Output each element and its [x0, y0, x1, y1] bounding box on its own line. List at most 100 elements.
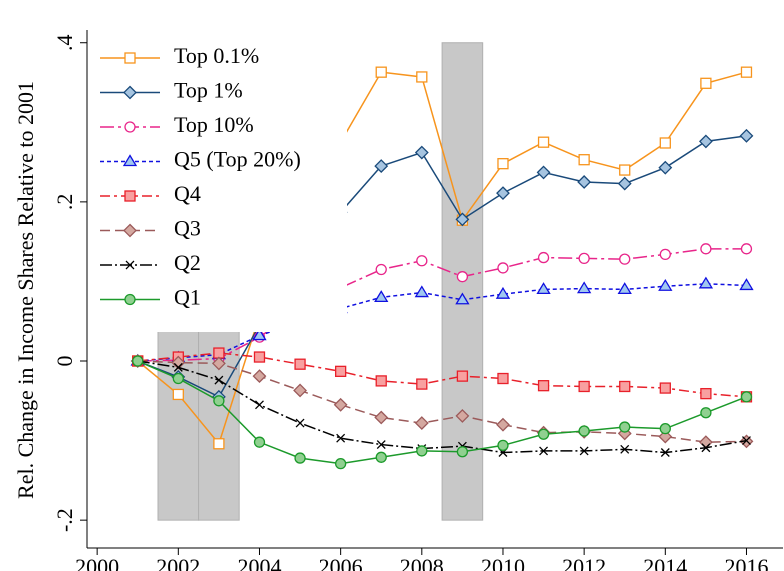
marker — [455, 408, 470, 423]
marker — [577, 175, 592, 189]
series-line — [137, 352, 747, 398]
marker — [295, 418, 305, 428]
legend-label: Q3 — [174, 216, 201, 241]
marker — [576, 281, 592, 294]
marker — [125, 260, 135, 270]
series-line — [137, 283, 747, 362]
marker — [619, 421, 631, 433]
marker — [253, 436, 266, 448]
marker — [739, 278, 754, 291]
marker — [255, 400, 264, 410]
marker — [132, 355, 144, 367]
legend-label: Q5 (Top 20%) — [174, 147, 301, 172]
marker — [496, 417, 510, 432]
marker — [456, 271, 469, 283]
marker — [375, 451, 387, 463]
marker — [536, 165, 551, 180]
y-tick-label: .2 — [52, 194, 77, 211]
marker — [537, 251, 550, 264]
legend-label: Top 0.1% — [174, 43, 259, 68]
marker — [414, 145, 429, 160]
marker — [698, 276, 714, 289]
marker — [124, 52, 136, 64]
marker — [213, 395, 225, 407]
marker — [336, 433, 346, 443]
marker — [124, 190, 136, 202]
marker — [537, 380, 550, 392]
x-tick-label: 2000 — [75, 554, 119, 571]
legend-box — [95, 38, 347, 332]
marker — [579, 446, 589, 456]
marker — [698, 134, 713, 149]
marker — [740, 391, 753, 403]
y-tick-label: -.2 — [52, 508, 77, 532]
marker — [660, 448, 670, 457]
marker — [416, 71, 428, 83]
marker — [578, 252, 590, 265]
x-tick-label: 2006 — [319, 554, 363, 571]
legend-label: Top 10% — [174, 112, 254, 137]
marker — [374, 159, 389, 173]
marker — [740, 243, 753, 255]
marker — [171, 355, 186, 370]
marker — [701, 443, 711, 453]
marker — [375, 375, 387, 387]
marker — [620, 444, 630, 454]
marker — [497, 262, 509, 274]
x-tick-label: 2010 — [481, 554, 525, 571]
marker — [497, 439, 509, 452]
marker — [619, 380, 631, 393]
marker — [375, 66, 387, 78]
marker — [659, 248, 671, 261]
marker — [537, 136, 550, 148]
marker — [416, 255, 428, 267]
marker — [700, 387, 712, 400]
y-tick-label: .4 — [52, 34, 77, 51]
marker — [659, 137, 671, 149]
x-tick-label: 2008 — [400, 554, 444, 571]
series-line — [137, 248, 747, 362]
marker — [376, 440, 386, 450]
x-tick-label: 2014 — [643, 554, 687, 571]
marker — [334, 365, 347, 378]
marker — [740, 66, 753, 78]
marker — [416, 445, 428, 457]
marker — [539, 446, 549, 456]
marker — [497, 158, 509, 170]
marker — [455, 292, 470, 305]
marker — [252, 328, 267, 341]
y-tick-label: 0 — [52, 356, 77, 367]
marker — [578, 380, 590, 393]
marker — [495, 286, 511, 299]
marker — [617, 282, 632, 295]
series-line — [137, 360, 747, 443]
marker — [414, 416, 429, 430]
marker — [700, 243, 712, 255]
marker — [214, 375, 224, 385]
marker — [456, 446, 469, 458]
legend-label: Q1 — [174, 285, 201, 310]
marker — [375, 263, 387, 276]
marker — [124, 121, 136, 133]
marker — [172, 372, 184, 385]
x-tick-label: 2004 — [237, 554, 281, 571]
marker — [617, 176, 632, 191]
marker — [333, 397, 348, 412]
marker — [374, 410, 389, 425]
marker — [414, 285, 429, 298]
series-line — [137, 71, 747, 446]
marker — [619, 164, 631, 176]
marker — [122, 154, 138, 167]
y-axis-label: Rel. Change in Income Shares Relative to… — [13, 81, 38, 499]
marker — [497, 372, 509, 385]
marker — [700, 77, 712, 89]
marker — [124, 293, 136, 306]
legend-label: Q4 — [174, 181, 201, 206]
series-line — [137, 360, 747, 465]
marker — [700, 407, 712, 419]
marker — [619, 253, 631, 265]
x-tick-label: 2012 — [562, 554, 606, 571]
marker — [252, 369, 267, 384]
marker — [293, 383, 307, 398]
